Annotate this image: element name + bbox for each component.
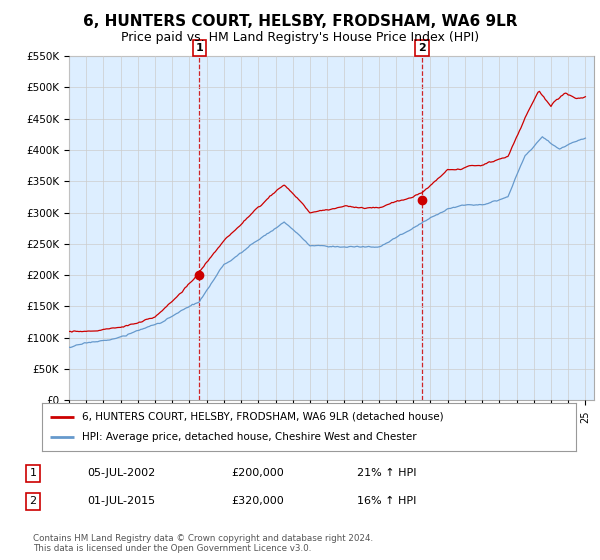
Text: 6, HUNTERS COURT, HELSBY, FRODSHAM, WA6 9LR (detached house): 6, HUNTERS COURT, HELSBY, FRODSHAM, WA6 … bbox=[82, 412, 443, 422]
Text: 2: 2 bbox=[29, 496, 37, 506]
Text: 21% ↑ HPI: 21% ↑ HPI bbox=[357, 468, 416, 478]
Text: 6, HUNTERS COURT, HELSBY, FRODSHAM, WA6 9LR: 6, HUNTERS COURT, HELSBY, FRODSHAM, WA6 … bbox=[83, 14, 517, 29]
Text: 1: 1 bbox=[29, 468, 37, 478]
Text: Price paid vs. HM Land Registry's House Price Index (HPI): Price paid vs. HM Land Registry's House … bbox=[121, 31, 479, 44]
Text: 16% ↑ HPI: 16% ↑ HPI bbox=[357, 496, 416, 506]
Text: 05-JUL-2002: 05-JUL-2002 bbox=[87, 468, 155, 478]
Text: Contains HM Land Registry data © Crown copyright and database right 2024.
This d: Contains HM Land Registry data © Crown c… bbox=[33, 534, 373, 553]
Text: HPI: Average price, detached house, Cheshire West and Chester: HPI: Average price, detached house, Ches… bbox=[82, 432, 416, 442]
Text: £200,000: £200,000 bbox=[231, 468, 284, 478]
Text: 01-JUL-2015: 01-JUL-2015 bbox=[87, 496, 155, 506]
Text: 1: 1 bbox=[196, 43, 203, 53]
Text: 2: 2 bbox=[418, 43, 426, 53]
Text: £320,000: £320,000 bbox=[231, 496, 284, 506]
